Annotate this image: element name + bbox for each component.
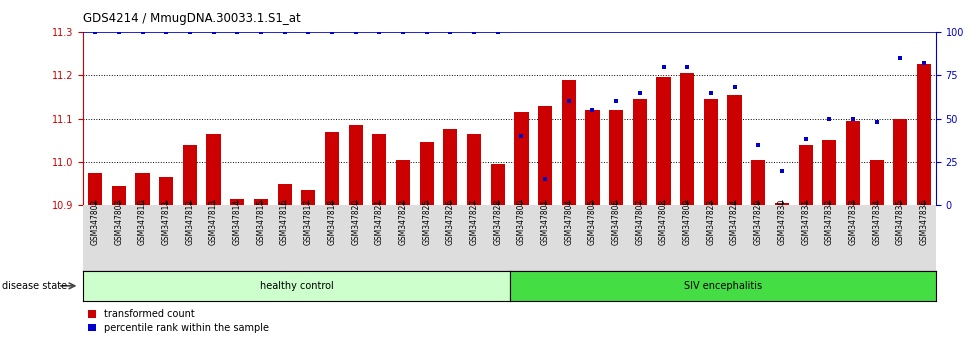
Bar	[609, 110, 623, 205]
Text: SIV encephalitis: SIV encephalitis	[684, 281, 761, 291]
Point	[916, 60, 932, 66]
Point	[348, 29, 364, 35]
Point	[395, 29, 411, 35]
Point	[371, 29, 387, 35]
Bar	[538, 105, 553, 205]
Bar	[491, 164, 505, 205]
Bar	[727, 95, 742, 205]
Point	[206, 29, 221, 35]
Bar	[894, 119, 907, 205]
Point	[703, 90, 718, 96]
Bar	[349, 125, 363, 205]
Point	[134, 29, 150, 35]
Point	[182, 29, 198, 35]
Bar	[633, 99, 647, 205]
Point	[253, 29, 269, 35]
Bar	[183, 145, 197, 205]
Point	[324, 29, 340, 35]
Point	[774, 168, 790, 173]
Point	[845, 116, 860, 121]
Bar	[514, 112, 528, 205]
Bar	[324, 132, 339, 205]
Bar	[88, 173, 102, 205]
Text: healthy control: healthy control	[260, 281, 333, 291]
Text: GDS4214 / MmugDNA.30033.1.S1_at: GDS4214 / MmugDNA.30033.1.S1_at	[83, 12, 301, 25]
Bar	[159, 177, 173, 205]
Bar	[704, 99, 718, 205]
Bar	[562, 80, 576, 205]
Bar	[657, 78, 670, 205]
Bar	[680, 73, 694, 205]
Bar	[230, 199, 244, 205]
Point	[537, 176, 553, 182]
Point	[301, 29, 317, 35]
Text: disease state: disease state	[2, 281, 67, 291]
Point	[514, 133, 529, 139]
Point	[466, 29, 482, 35]
Bar	[917, 64, 931, 205]
Point	[418, 29, 434, 35]
Point	[656, 64, 671, 69]
Bar	[277, 184, 292, 205]
Bar	[775, 203, 789, 205]
Point	[632, 90, 648, 96]
Bar	[419, 142, 434, 205]
Legend: transformed count, percentile rank within the sample: transformed count, percentile rank withi…	[88, 309, 269, 333]
Bar	[207, 134, 220, 205]
Point	[276, 29, 292, 35]
Point	[87, 29, 103, 35]
Bar	[301, 190, 316, 205]
Bar	[846, 121, 860, 205]
Point	[111, 29, 126, 35]
Point	[585, 107, 601, 113]
Point	[561, 98, 576, 104]
Bar	[135, 173, 150, 205]
Point	[679, 64, 695, 69]
Bar	[799, 145, 812, 205]
Bar	[112, 186, 125, 205]
Point	[609, 98, 624, 104]
Point	[821, 116, 837, 121]
Point	[751, 142, 766, 147]
Bar	[585, 110, 600, 205]
Bar	[254, 199, 269, 205]
Point	[229, 29, 245, 35]
Point	[727, 85, 743, 90]
Bar	[822, 140, 837, 205]
Bar	[372, 134, 386, 205]
Bar	[443, 130, 458, 205]
Point	[159, 29, 174, 35]
Point	[443, 29, 459, 35]
Point	[490, 29, 506, 35]
Point	[893, 55, 908, 61]
Point	[869, 119, 885, 125]
Point	[798, 137, 813, 142]
Bar	[396, 160, 410, 205]
Bar	[869, 160, 884, 205]
Bar	[466, 134, 481, 205]
Bar	[751, 160, 765, 205]
